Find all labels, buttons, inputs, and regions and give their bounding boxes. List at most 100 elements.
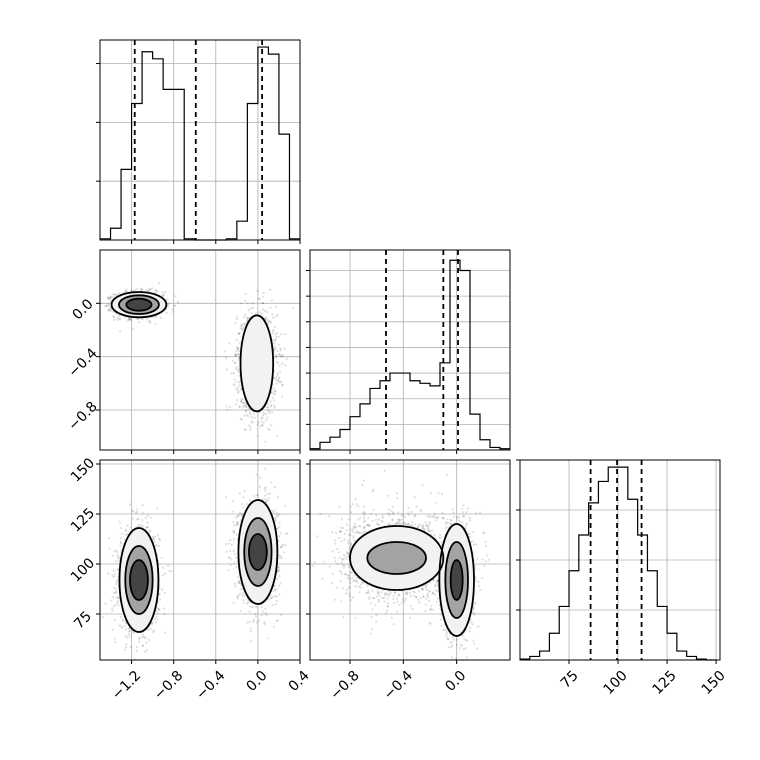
scatter-point (113, 586, 116, 589)
scatter-point (241, 503, 244, 506)
scatter-point (117, 604, 120, 607)
scatter-point (248, 424, 251, 427)
scatter-point (264, 486, 267, 489)
scatter-point (126, 524, 129, 527)
scatter-point (281, 353, 284, 357)
scatter-point (273, 404, 276, 407)
scatter-point (263, 412, 266, 415)
scatter-point (111, 628, 115, 631)
scatter-point (235, 403, 238, 406)
scatter-point (125, 642, 128, 646)
scatter-point (164, 291, 167, 294)
scatter-point (257, 297, 260, 300)
scatter-point (163, 572, 167, 576)
scatter-point (247, 309, 250, 312)
scatter-point (276, 349, 279, 353)
scatter-point (236, 399, 239, 402)
scatter-point (156, 507, 159, 510)
scatter-point (274, 356, 278, 359)
scatter-point (104, 602, 107, 605)
scatter-point (264, 440, 267, 443)
scatter_p1_p3-scatter (101, 467, 289, 660)
scatter-point (156, 534, 159, 537)
scatter-point (112, 569, 115, 572)
scatter-point (155, 621, 158, 624)
scatter-point (174, 295, 177, 298)
scatter-point (168, 569, 171, 573)
scatter-point (238, 349, 241, 352)
scatter-point (275, 315, 278, 318)
scatter-point (239, 609, 242, 612)
scatter-point (236, 595, 239, 598)
scatter-point (226, 408, 229, 411)
scatter-point (157, 544, 160, 548)
scatter-point (260, 312, 264, 315)
contour-line (110, 291, 168, 319)
hist_p1-frame (99, 39, 301, 241)
scatter-point (112, 549, 116, 553)
scatter-point (109, 299, 112, 302)
scatter-point (280, 355, 283, 358)
scatter-point (245, 316, 248, 319)
scatter-point (271, 411, 274, 414)
scatter-point (155, 543, 158, 546)
scatter-point (277, 566, 280, 569)
scatter-point (138, 637, 141, 640)
scatter-point (116, 316, 119, 320)
scatter-point (262, 302, 265, 305)
scatter-point (255, 621, 258, 624)
scatter-point (155, 610, 158, 613)
y-tick-label: −0.8 (65, 399, 100, 434)
scatter-point (275, 577, 278, 581)
scatter-point (128, 318, 131, 321)
scatter-point (149, 516, 152, 519)
scatter-point (148, 638, 151, 642)
scatter-point (153, 537, 156, 541)
scatter-point (108, 547, 111, 550)
scatter-point (240, 512, 243, 515)
scatter-point (265, 412, 268, 415)
density-fill (240, 315, 274, 412)
scatter-point (129, 319, 132, 322)
scatter-point (237, 390, 240, 393)
scatter-point (243, 325, 246, 328)
scatter-point (277, 335, 280, 338)
scatter-point (123, 290, 126, 293)
scatter-point (269, 306, 272, 309)
scatter-point (148, 288, 151, 291)
scatter-point (280, 355, 283, 358)
scatter-point (254, 615, 258, 618)
scatter-point (246, 302, 249, 305)
scatter-point (274, 376, 278, 379)
scatter-point (234, 354, 238, 357)
scatter-point (161, 574, 164, 577)
scatter-point (141, 511, 144, 515)
scatter-point (227, 556, 230, 559)
scatter-point (249, 307, 252, 310)
scatter-point (145, 525, 148, 529)
scatter-point (278, 376, 281, 379)
scatter-point (265, 316, 268, 319)
scatter-point (239, 388, 243, 391)
scatter-point (272, 316, 275, 319)
scatter-point (157, 608, 160, 611)
scatter-point (273, 509, 276, 512)
scatter-point (117, 556, 120, 559)
scatter-point (278, 513, 281, 516)
scatter-point (141, 519, 144, 522)
scatter-point (231, 510, 234, 513)
scatter-point (244, 402, 247, 405)
scatter-point (146, 514, 149, 517)
scatter-point (281, 383, 284, 386)
scatter-point (112, 595, 115, 599)
scatter-point (236, 597, 239, 600)
scatter-point (269, 597, 272, 600)
scatter-point (238, 405, 241, 408)
scatter-point (236, 368, 239, 371)
scatter-point (114, 603, 117, 606)
scatter-point (145, 649, 148, 652)
scatter-point (129, 645, 132, 649)
scatter-point (271, 332, 274, 335)
scatter-point (269, 400, 272, 403)
scatter-point (225, 405, 228, 408)
